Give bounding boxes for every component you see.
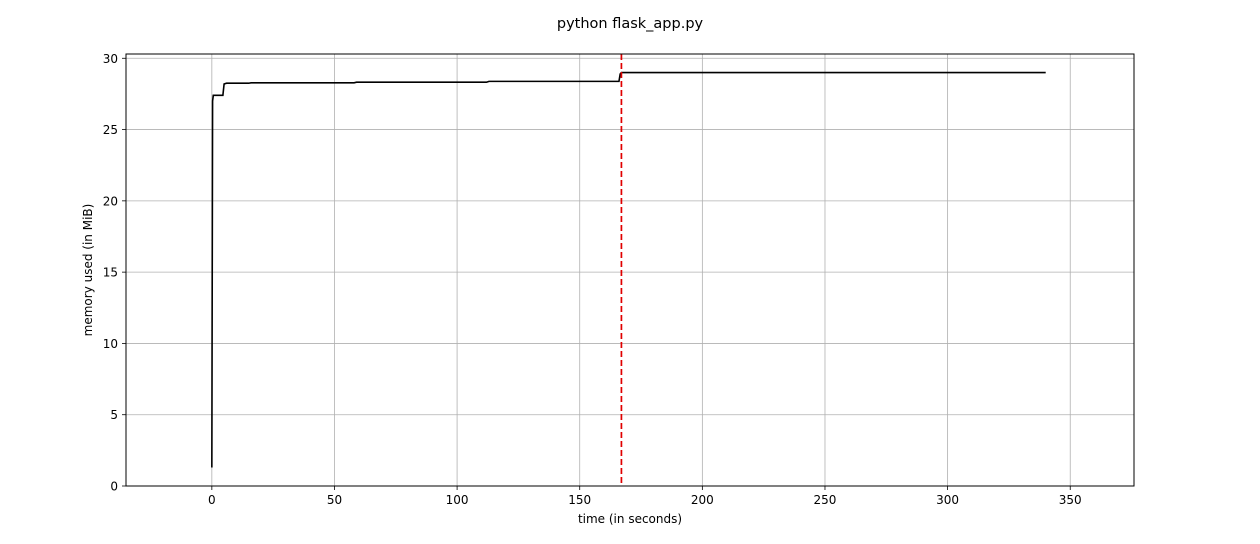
x-tick-label: 100	[446, 493, 469, 507]
chart-title: python flask_app.py	[557, 16, 704, 32]
plot-lines	[211, 54, 1046, 486]
axes-frame	[125, 53, 1135, 487]
y-tick-label: 25	[103, 123, 118, 137]
ticks: 0 50 100 150 200 250 300 350 0 5 10 15 20 25 30	[103, 52, 1082, 507]
x-tick-label: 200	[691, 493, 714, 507]
y-tick-label: 15	[103, 266, 118, 280]
x-tick-label: 0	[208, 493, 216, 507]
y-tick-label: 10	[103, 337, 118, 351]
x-tick-label: 350	[1059, 493, 1082, 507]
y-tick-label: 5	[110, 408, 118, 422]
grid	[126, 54, 1134, 487]
y-axis-label: memory used (in MiB)	[81, 204, 95, 337]
x-tick-label: 50	[327, 493, 342, 507]
y-tick-label: 0	[110, 480, 118, 494]
y-tick-label: 20	[103, 194, 118, 208]
x-tick-label: 300	[936, 493, 959, 507]
memory-usage-line	[211, 71, 1046, 468]
x-tick-label: 150	[568, 493, 591, 507]
y-tick-label: 30	[103, 52, 118, 66]
x-tick-label: 250	[814, 493, 837, 507]
x-axis-label: time (in seconds)	[578, 512, 682, 526]
